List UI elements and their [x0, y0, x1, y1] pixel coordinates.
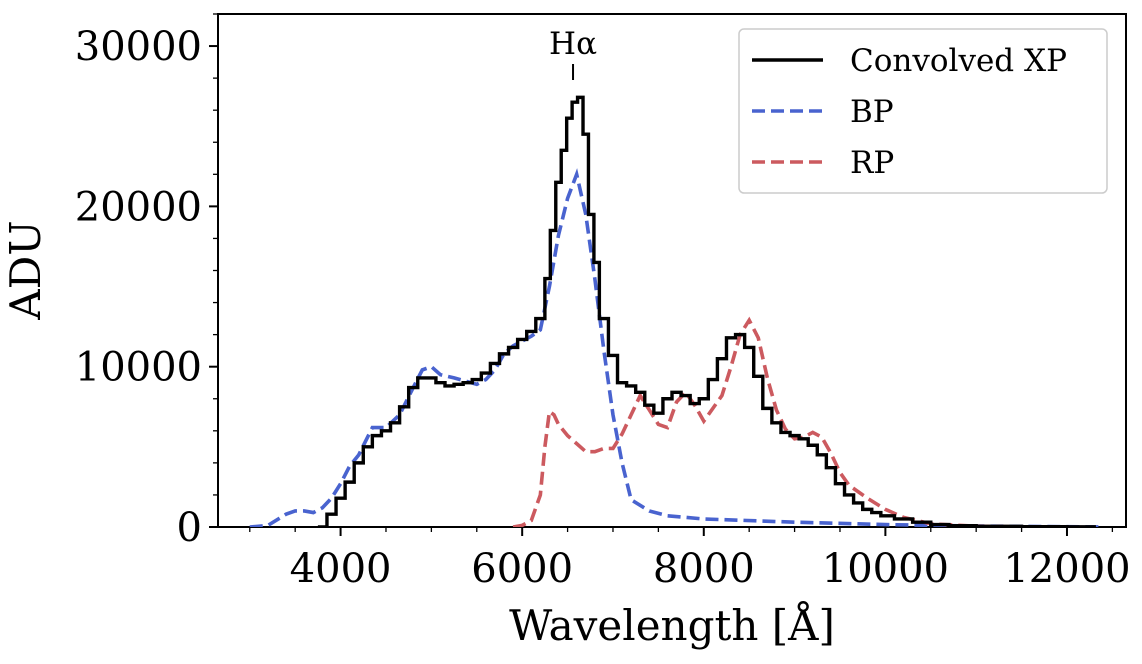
- y-tick-label: 0: [177, 505, 202, 551]
- y-tick-label: 30000: [75, 24, 202, 70]
- x-axis: 4000 6000 8000 10000 12000: [249, 527, 1131, 592]
- legend: Convolved XP BP RP: [738, 28, 1108, 194]
- legend-frame: [738, 28, 1108, 194]
- legend-label: RP: [850, 145, 894, 181]
- legend-label: BP: [850, 94, 894, 130]
- x-axis-label: Wavelength [Å]: [509, 600, 835, 650]
- annotation: Hα: [549, 26, 597, 80]
- series-bp: [249, 168, 1104, 527]
- x-tick-label: 6000: [471, 546, 573, 592]
- series-layer: [249, 95, 1104, 527]
- series-convolved-xp: [317, 95, 1096, 527]
- x-tick-label: 12000: [1003, 546, 1130, 592]
- y-axis-label: ADU: [1, 220, 50, 320]
- y-tick-label: 10000: [75, 345, 202, 391]
- y-axis: 0 10000 20000 30000: [75, 13, 218, 551]
- x-tick-label: 8000: [653, 546, 755, 592]
- series-rp: [512, 316, 1067, 527]
- x-tick-label: 10000: [822, 546, 949, 592]
- halpha-annotation-label: Hα: [549, 26, 597, 62]
- x-tick-label: 4000: [290, 546, 392, 592]
- legend-label: Convolved XP: [850, 43, 1067, 79]
- y-tick-label: 20000: [75, 184, 202, 230]
